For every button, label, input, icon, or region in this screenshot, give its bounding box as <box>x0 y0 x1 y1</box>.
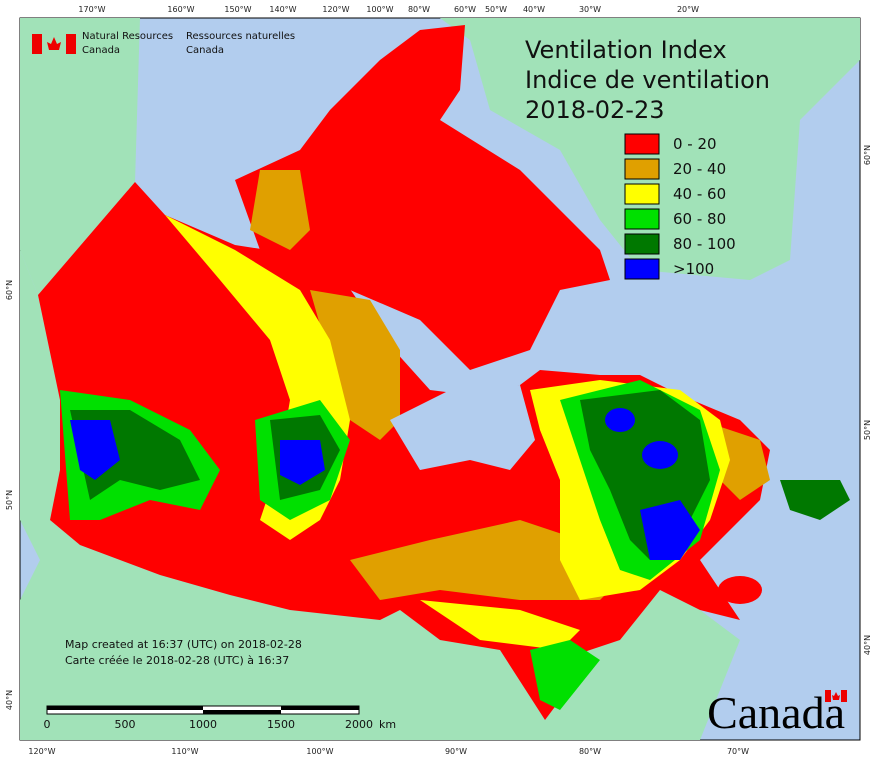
legend: 0 - 20 20 - 40 40 - 60 60 - 80 80 - 100 >100 <box>624 133 736 280</box>
index-zone <box>420 600 580 650</box>
index-zone <box>350 520 620 600</box>
scale-label: 0 <box>44 718 51 731</box>
graticule-label: 40°N <box>5 690 14 710</box>
graticule-label: 160°W <box>167 5 194 14</box>
graticule-label: 100°W <box>306 747 333 756</box>
legend-swatch <box>624 258 660 280</box>
agency-fr: Ressources naturelles <box>186 31 295 42</box>
graticule-label: 150°W <box>224 5 251 14</box>
index-zone <box>250 170 310 250</box>
graticule-label: 50°N <box>5 490 14 510</box>
scale-label: 1500 <box>267 718 295 731</box>
graticule-label: 40°W <box>523 5 545 14</box>
scale-bar: 0 500 1000 1500 2000 km <box>44 705 396 731</box>
graticule-label: 30°W <box>579 5 601 14</box>
agency-en: Natural Resources <box>82 31 173 42</box>
legend-label: 40 - 60 <box>673 185 726 203</box>
scale-label: 500 <box>115 718 136 731</box>
index-zone <box>640 500 700 560</box>
legend-label: >100 <box>673 260 714 278</box>
index-zone <box>530 640 600 710</box>
graticule-label: 20°W <box>677 5 699 14</box>
graticule-label: 40°N <box>863 635 872 655</box>
title-fr: Indice de ventilation <box>525 66 770 94</box>
wordmark-flag <box>825 690 847 702</box>
graticule-label: 50°W <box>485 5 507 14</box>
index-zone <box>70 420 120 480</box>
agency-en: Canada <box>82 45 120 56</box>
index-zone <box>235 25 610 370</box>
legend-swatch <box>624 233 660 255</box>
index-zone <box>605 408 635 432</box>
credit: Map created at 16:37 (UTC) on 2018-02-28 <box>65 638 302 651</box>
graticule-label: 50°N <box>863 420 872 440</box>
scale-unit: km <box>379 718 396 731</box>
graticule-label: 60°N <box>5 280 14 300</box>
graticule-label: 170°W <box>78 5 105 14</box>
agency-logo <box>32 34 76 54</box>
graticule-label: 120°W <box>28 747 55 756</box>
legend-label: 60 - 80 <box>673 210 726 228</box>
legend-swatch <box>624 183 660 205</box>
scale-label: 2000 <box>345 718 373 731</box>
graticule-label: 70°W <box>727 747 749 756</box>
legend-label: 80 - 100 <box>673 235 736 253</box>
graticule-label: 90°W <box>445 747 467 756</box>
index-zone <box>718 576 762 604</box>
legend-label: 20 - 40 <box>673 160 726 178</box>
wordmark: Canada <box>707 687 845 738</box>
index-zone <box>310 290 400 440</box>
graticule-label: 60°W <box>454 5 476 14</box>
index-zone <box>280 440 325 485</box>
graticule-label: 80°W <box>408 5 430 14</box>
legend-swatch <box>624 158 660 180</box>
title-date: 2018-02-23 <box>525 96 664 124</box>
title-en: Ventilation Index <box>525 36 727 64</box>
legend-label: 0 - 20 <box>673 135 717 153</box>
graticule-label: 120°W <box>322 5 349 14</box>
graticule-label: 60°N <box>863 145 872 165</box>
graticule-label: 80°W <box>579 747 601 756</box>
index-zone <box>642 441 678 469</box>
credit: Carte créée le 2018-02-28 (UTC) à 16:37 <box>65 654 289 667</box>
graticule-label: 140°W <box>269 5 296 14</box>
legend-swatch <box>624 133 660 155</box>
scale-label: 1000 <box>189 718 217 731</box>
index-zone <box>780 480 850 520</box>
graticule-labels: 170°W 160°W 150°W 140°W 120°W 100°W 80°W 60°W 50… <box>5 5 872 756</box>
graticule-label: 100°W <box>366 5 393 14</box>
agency-fr: Canada <box>186 45 224 56</box>
graticule-label: 110°W <box>171 747 198 756</box>
legend-swatch <box>624 208 660 230</box>
index-zones <box>38 25 850 720</box>
